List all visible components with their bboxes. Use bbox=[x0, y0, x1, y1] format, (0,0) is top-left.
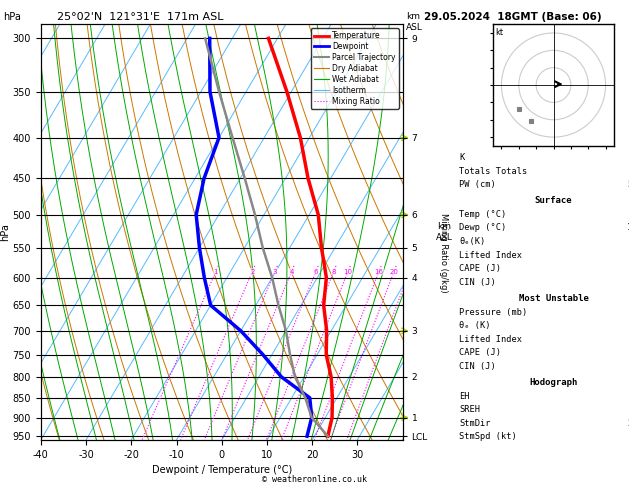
Text: kt: kt bbox=[495, 28, 503, 37]
Text: PW (cm): PW (cm) bbox=[459, 180, 496, 189]
Text: θₑ(K): θₑ(K) bbox=[459, 237, 485, 246]
Text: θₑ (K): θₑ (K) bbox=[459, 321, 491, 330]
Text: 6: 6 bbox=[313, 269, 318, 275]
Text: 2: 2 bbox=[250, 269, 254, 275]
Text: 5.17: 5.17 bbox=[627, 180, 629, 189]
Text: 25°02'N  121°31'E  171m ASL: 25°02'N 121°31'E 171m ASL bbox=[57, 12, 223, 22]
Text: Surface: Surface bbox=[535, 196, 572, 205]
Text: EH: EH bbox=[459, 392, 469, 400]
Text: 20: 20 bbox=[389, 269, 398, 275]
Text: StmDir: StmDir bbox=[459, 419, 491, 428]
Y-axis label: km
ASL: km ASL bbox=[436, 223, 453, 242]
Text: Dewp (°C): Dewp (°C) bbox=[459, 224, 506, 232]
Text: Pressure (mb): Pressure (mb) bbox=[459, 308, 527, 316]
Text: K: K bbox=[459, 153, 464, 162]
Text: Temp (°C): Temp (°C) bbox=[459, 210, 506, 219]
Text: Hodograph: Hodograph bbox=[530, 378, 577, 387]
Text: Most Unstable: Most Unstable bbox=[518, 294, 589, 303]
Text: StmSpd (kt): StmSpd (kt) bbox=[459, 433, 516, 441]
Text: 272°: 272° bbox=[627, 419, 629, 428]
Text: SREH: SREH bbox=[459, 405, 480, 414]
Y-axis label: hPa: hPa bbox=[0, 223, 10, 241]
Legend: Temperature, Dewpoint, Parcel Trajectory, Dry Adiabat, Wet Adiabat, Isotherm, Mi: Temperature, Dewpoint, Parcel Trajectory… bbox=[311, 28, 399, 109]
Text: 3: 3 bbox=[272, 269, 277, 275]
Text: hPa: hPa bbox=[3, 12, 21, 22]
Text: 1: 1 bbox=[213, 269, 218, 275]
Text: CIN (J): CIN (J) bbox=[459, 278, 496, 287]
Text: Lifted Index: Lifted Index bbox=[459, 251, 522, 260]
Text: 8: 8 bbox=[331, 269, 336, 275]
Text: CAPE (J): CAPE (J) bbox=[459, 264, 501, 273]
Text: 4: 4 bbox=[289, 269, 294, 275]
Text: km
ASL: km ASL bbox=[406, 12, 423, 32]
Text: Lifted Index: Lifted Index bbox=[459, 335, 522, 344]
Text: CAPE (J): CAPE (J) bbox=[459, 348, 501, 357]
Text: © weatheronline.co.uk: © weatheronline.co.uk bbox=[262, 474, 367, 484]
Text: 29.05.2024  18GMT (Base: 06): 29.05.2024 18GMT (Base: 06) bbox=[424, 12, 601, 22]
Text: Totals Totals: Totals Totals bbox=[459, 167, 527, 175]
X-axis label: Dewpoint / Temperature (°C): Dewpoint / Temperature (°C) bbox=[152, 465, 292, 475]
Text: 10: 10 bbox=[343, 269, 352, 275]
Text: CIN (J): CIN (J) bbox=[459, 362, 496, 371]
Text: Mixing Ratio (g/kg): Mixing Ratio (g/kg) bbox=[439, 213, 448, 293]
Text: 16: 16 bbox=[374, 269, 383, 275]
Text: 18.4: 18.4 bbox=[627, 224, 629, 232]
